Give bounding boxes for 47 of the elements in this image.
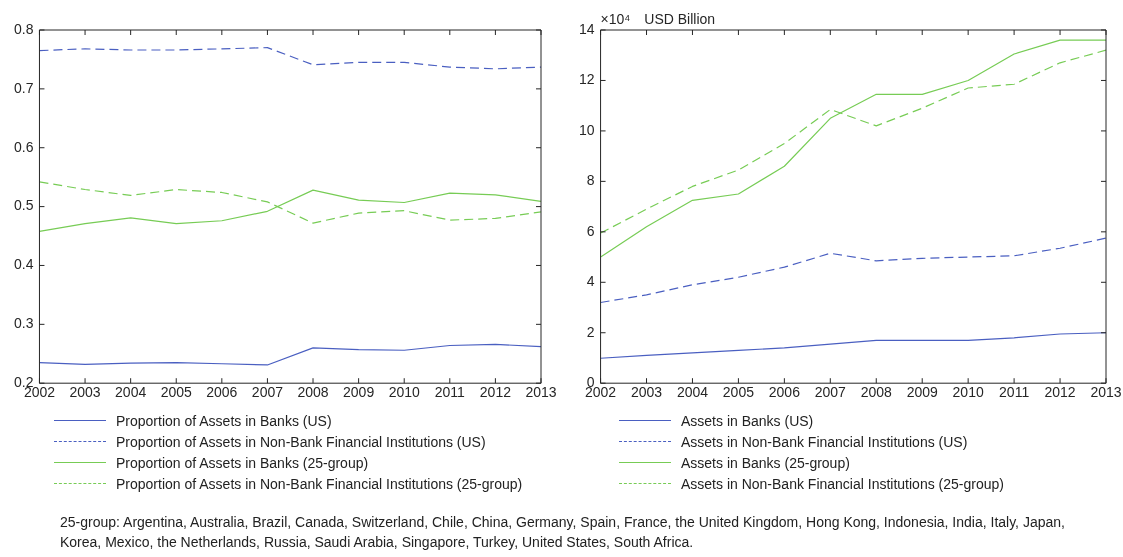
legend-label: Proportion of Assets in Non-Bank Financial Institutions (25-group) [116, 475, 523, 492]
x-tick-label: 2009 [343, 384, 375, 401]
x-tick-label: 2004 [676, 384, 709, 401]
x-tick-label: 2011 [434, 384, 466, 401]
y-tick-label: 4 [586, 273, 595, 290]
y-tick-label: 8 [586, 172, 595, 189]
y-tick-label: 0.7 [13, 79, 34, 96]
y-tick-label: 12 [578, 71, 595, 88]
x-tick-label: 2012 [479, 384, 512, 401]
x-tick-label: 2007 [251, 384, 284, 401]
line-series [600, 237, 1106, 304]
y-tick-label: 10 [578, 121, 595, 138]
legend-label: Assets in Non-Bank Financial Institutions (US) [681, 433, 968, 450]
x-tick-label: 2008 [860, 384, 893, 401]
legend-label: Proportion of Assets in Banks (US) [116, 412, 332, 429]
y-tick-label: 0.3 [13, 315, 34, 332]
y-tick-label: 0.8 [13, 20, 34, 37]
x-tick-label: 2004 [115, 384, 147, 401]
x-tick-label: 2003 [69, 384, 101, 401]
x-tick-label: 2006 [768, 384, 801, 401]
legend-label: Assets in Banks (25-group) [681, 454, 850, 471]
y-tick-label: 6 [586, 222, 595, 239]
text: ×10⁴ [600, 10, 631, 27]
y-tick-label: 2 [586, 323, 595, 340]
x-tick-label: 2008 [297, 384, 329, 401]
x-tick-label: 2006 [206, 384, 238, 401]
x-tick-label: 2012 [1044, 384, 1076, 401]
x-tick-label: 2010 [388, 384, 420, 401]
x-tick-label: 2005 [722, 384, 755, 401]
x-tick-label: 2013 [1090, 384, 1122, 401]
y-axis-title: USD Billion [644, 10, 716, 27]
y-tick-label: 0.4 [13, 256, 34, 273]
y-tick-label: 14 [578, 20, 595, 37]
y-tick-label: 0.5 [13, 197, 34, 214]
legend-label: Assets in Non-Bank Financial Institutions (25-group) [681, 475, 1004, 492]
x-tick-label: 2009 [906, 384, 938, 401]
x-tick-label: 2003 [630, 384, 663, 401]
x-tick-label: 2011 [999, 384, 1030, 401]
y-tick-label: 0.6 [13, 138, 34, 155]
text: 25-group: Argentina, Australia, Brazil, Canada, Switzerland, Chile, China, Germany, Spain, France, the United Kingdom, Hong Kong, Indonesia, India, Italy, Japan, Korea, Mexico, the Netherlands, Russia, Saudi Arabia, Singapore, Turkey, United States, South Africa. [60, 513, 1066, 552]
x-tick-label: 2010 [952, 384, 984, 401]
legend-label: Proportion of Assets in Non-Bank Financial Institutions (US) [116, 433, 486, 450]
x-tick-label: 2013 [525, 384, 557, 401]
x-tick-label: 2007 [814, 384, 847, 401]
legend-label: Proportion of Assets in Banks (25-group) [116, 454, 369, 471]
legend-label: Assets in Banks (US) [681, 412, 814, 429]
x-tick-label: 2005 [160, 384, 193, 401]
